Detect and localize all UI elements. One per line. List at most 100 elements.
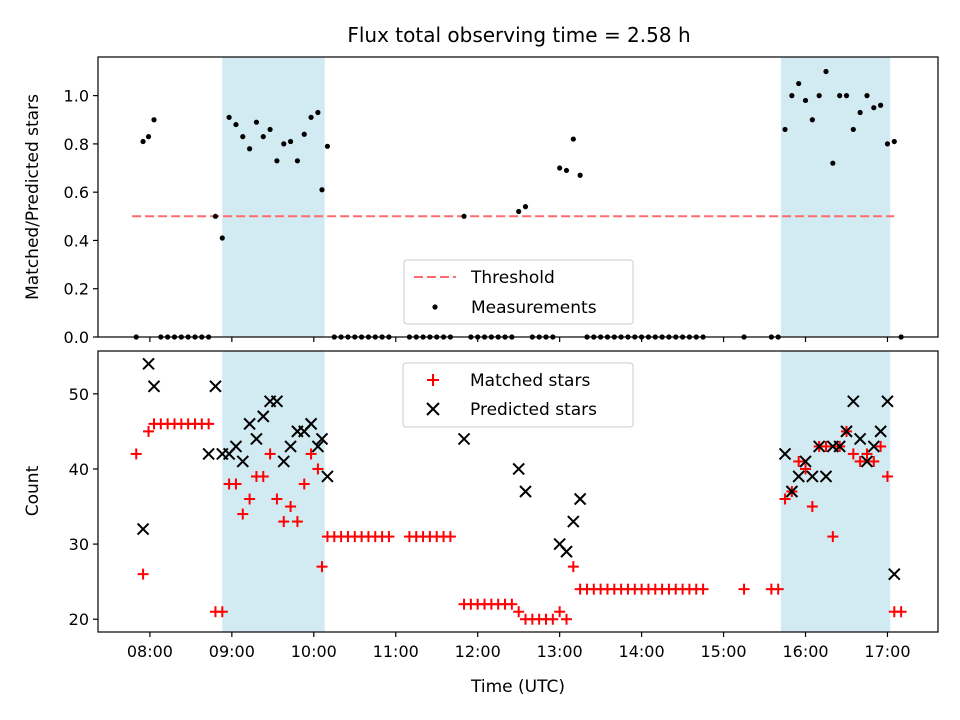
bottom-y-axis-label: Count bbox=[23, 465, 43, 516]
matched-star-marker bbox=[868, 455, 880, 467]
threshold-legend-label: Threshold bbox=[470, 268, 555, 288]
matched-stars-points bbox=[130, 418, 907, 625]
predicted-star-marker bbox=[812, 440, 826, 453]
y-tick-label: 0.4 bbox=[64, 231, 89, 250]
predicted-star-marker bbox=[785, 485, 799, 498]
top-legend: Threshold Measurements bbox=[403, 259, 634, 325]
predicted-star-marker bbox=[209, 380, 222, 393]
matched-star-marker bbox=[881, 470, 893, 482]
matched-star-marker bbox=[216, 606, 228, 618]
measurements-legend-swatch bbox=[432, 304, 438, 310]
measurement-point bbox=[522, 204, 529, 210]
top-shaded-intervals bbox=[222, 57, 891, 337]
predicted-star-marker bbox=[250, 432, 263, 446]
measurement-point bbox=[233, 121, 239, 128]
top-x-ticks bbox=[149, 337, 889, 342]
matched-star-marker bbox=[827, 531, 839, 543]
predicted-star-marker bbox=[778, 447, 792, 461]
measurement-point bbox=[782, 126, 788, 133]
bottom-legend: Matched stars Predicted stars bbox=[402, 362, 634, 428]
matched-star-marker bbox=[793, 455, 805, 467]
measurement-point bbox=[315, 109, 321, 116]
x-axis-label: Time (UTC) bbox=[470, 677, 565, 697]
predicted-star-marker bbox=[311, 440, 325, 453]
top-y-ticks: 0.0 0.2 0.4 0.6 0.8 1.0 bbox=[64, 87, 98, 347]
bottom-y-ticks: 20 30 40 50 bbox=[69, 385, 98, 629]
matched-star-marker bbox=[861, 448, 873, 460]
top-plot-frame bbox=[97, 56, 939, 338]
y-tick-label: 0.8 bbox=[64, 135, 89, 154]
measurement-point bbox=[823, 68, 829, 75]
measurement-point bbox=[857, 109, 863, 116]
y-tick-label: 40 bbox=[69, 460, 89, 479]
measurement-point bbox=[267, 126, 273, 133]
measurement-point bbox=[212, 213, 219, 219]
bottom-legend-box bbox=[402, 362, 634, 428]
predicted-star-marker bbox=[560, 545, 573, 558]
matched-star-marker bbox=[130, 448, 142, 460]
predicted-star-marker bbox=[819, 470, 833, 483]
bottom-shaded-intervals bbox=[222, 351, 891, 632]
y-tick-label: 50 bbox=[69, 385, 89, 404]
measurement-point bbox=[789, 93, 795, 99]
predicted-star-marker bbox=[147, 380, 161, 393]
y-tick-label: 20 bbox=[69, 610, 89, 629]
chart-title: Flux total observing time = 2.58 h bbox=[347, 23, 690, 47]
matched-legend-swatch bbox=[427, 374, 439, 386]
x-tick-label: 09:00 bbox=[209, 642, 255, 661]
matched-star-marker bbox=[847, 448, 859, 460]
top-y-axis-label: Matched/Predicted stars bbox=[23, 94, 43, 300]
measurement-point bbox=[577, 172, 583, 178]
bottom-x-ticks: 08:00 09:00 10:00 11:00 12:00 13:00 14:00 15:00… bbox=[127, 632, 911, 661]
x-tick-label: 12:00 bbox=[455, 642, 501, 661]
predicted-star-marker bbox=[867, 440, 881, 453]
measurement-point bbox=[843, 93, 850, 99]
measurement-point bbox=[260, 134, 266, 140]
predicted-stars-points bbox=[136, 357, 901, 581]
predicted-star-marker bbox=[457, 432, 471, 446]
x-tick-label: 16:00 bbox=[782, 642, 828, 661]
matched-star-marker bbox=[271, 493, 283, 505]
y-tick-label: 0.2 bbox=[64, 280, 89, 299]
matched-star-marker bbox=[237, 508, 249, 520]
measurement-point bbox=[324, 143, 331, 149]
x-tick-label: 17:00 bbox=[864, 642, 910, 661]
measurement-point bbox=[557, 165, 563, 171]
matched-star-marker bbox=[772, 583, 784, 595]
measurement-point bbox=[830, 160, 836, 166]
matched-star-marker bbox=[383, 531, 395, 543]
matched-star-marker bbox=[513, 606, 525, 618]
predicted-star-marker bbox=[512, 462, 525, 476]
measurement-point bbox=[281, 141, 287, 147]
matched-star-marker bbox=[203, 418, 215, 430]
predicted-star-marker bbox=[321, 470, 334, 483]
matched-star-marker bbox=[285, 501, 297, 513]
measurement-point bbox=[319, 187, 325, 193]
measurement-point bbox=[140, 138, 146, 145]
shaded-interval bbox=[780, 351, 891, 632]
measurement-point bbox=[240, 134, 246, 140]
predicted-star-marker bbox=[136, 522, 150, 536]
predicted-star-marker bbox=[888, 567, 901, 581]
measurement-point bbox=[253, 119, 260, 125]
measurement-point bbox=[837, 93, 843, 99]
predicted-legend-label: Predicted stars bbox=[470, 400, 597, 420]
matched-star-marker bbox=[316, 561, 328, 573]
matched-star-marker bbox=[257, 470, 269, 482]
matched-star-marker bbox=[820, 440, 832, 452]
matched-star-marker bbox=[779, 493, 791, 505]
predicted-star-marker bbox=[573, 492, 587, 506]
bottom-plot-frame bbox=[97, 350, 939, 633]
x-tick-label: 11:00 bbox=[373, 642, 419, 661]
measurement-point bbox=[247, 146, 253, 152]
measurement-point bbox=[871, 105, 877, 111]
x-tick-label: 08:00 bbox=[127, 642, 173, 661]
predicted-star-marker bbox=[881, 395, 894, 408]
x-tick-label: 14:00 bbox=[619, 642, 665, 661]
predicted-star-marker bbox=[840, 425, 853, 438]
predicted-star-marker bbox=[847, 395, 860, 408]
measurements-legend-label: Measurements bbox=[471, 298, 597, 318]
predicted-star-marker bbox=[236, 455, 249, 468]
measurement-point bbox=[796, 80, 802, 87]
